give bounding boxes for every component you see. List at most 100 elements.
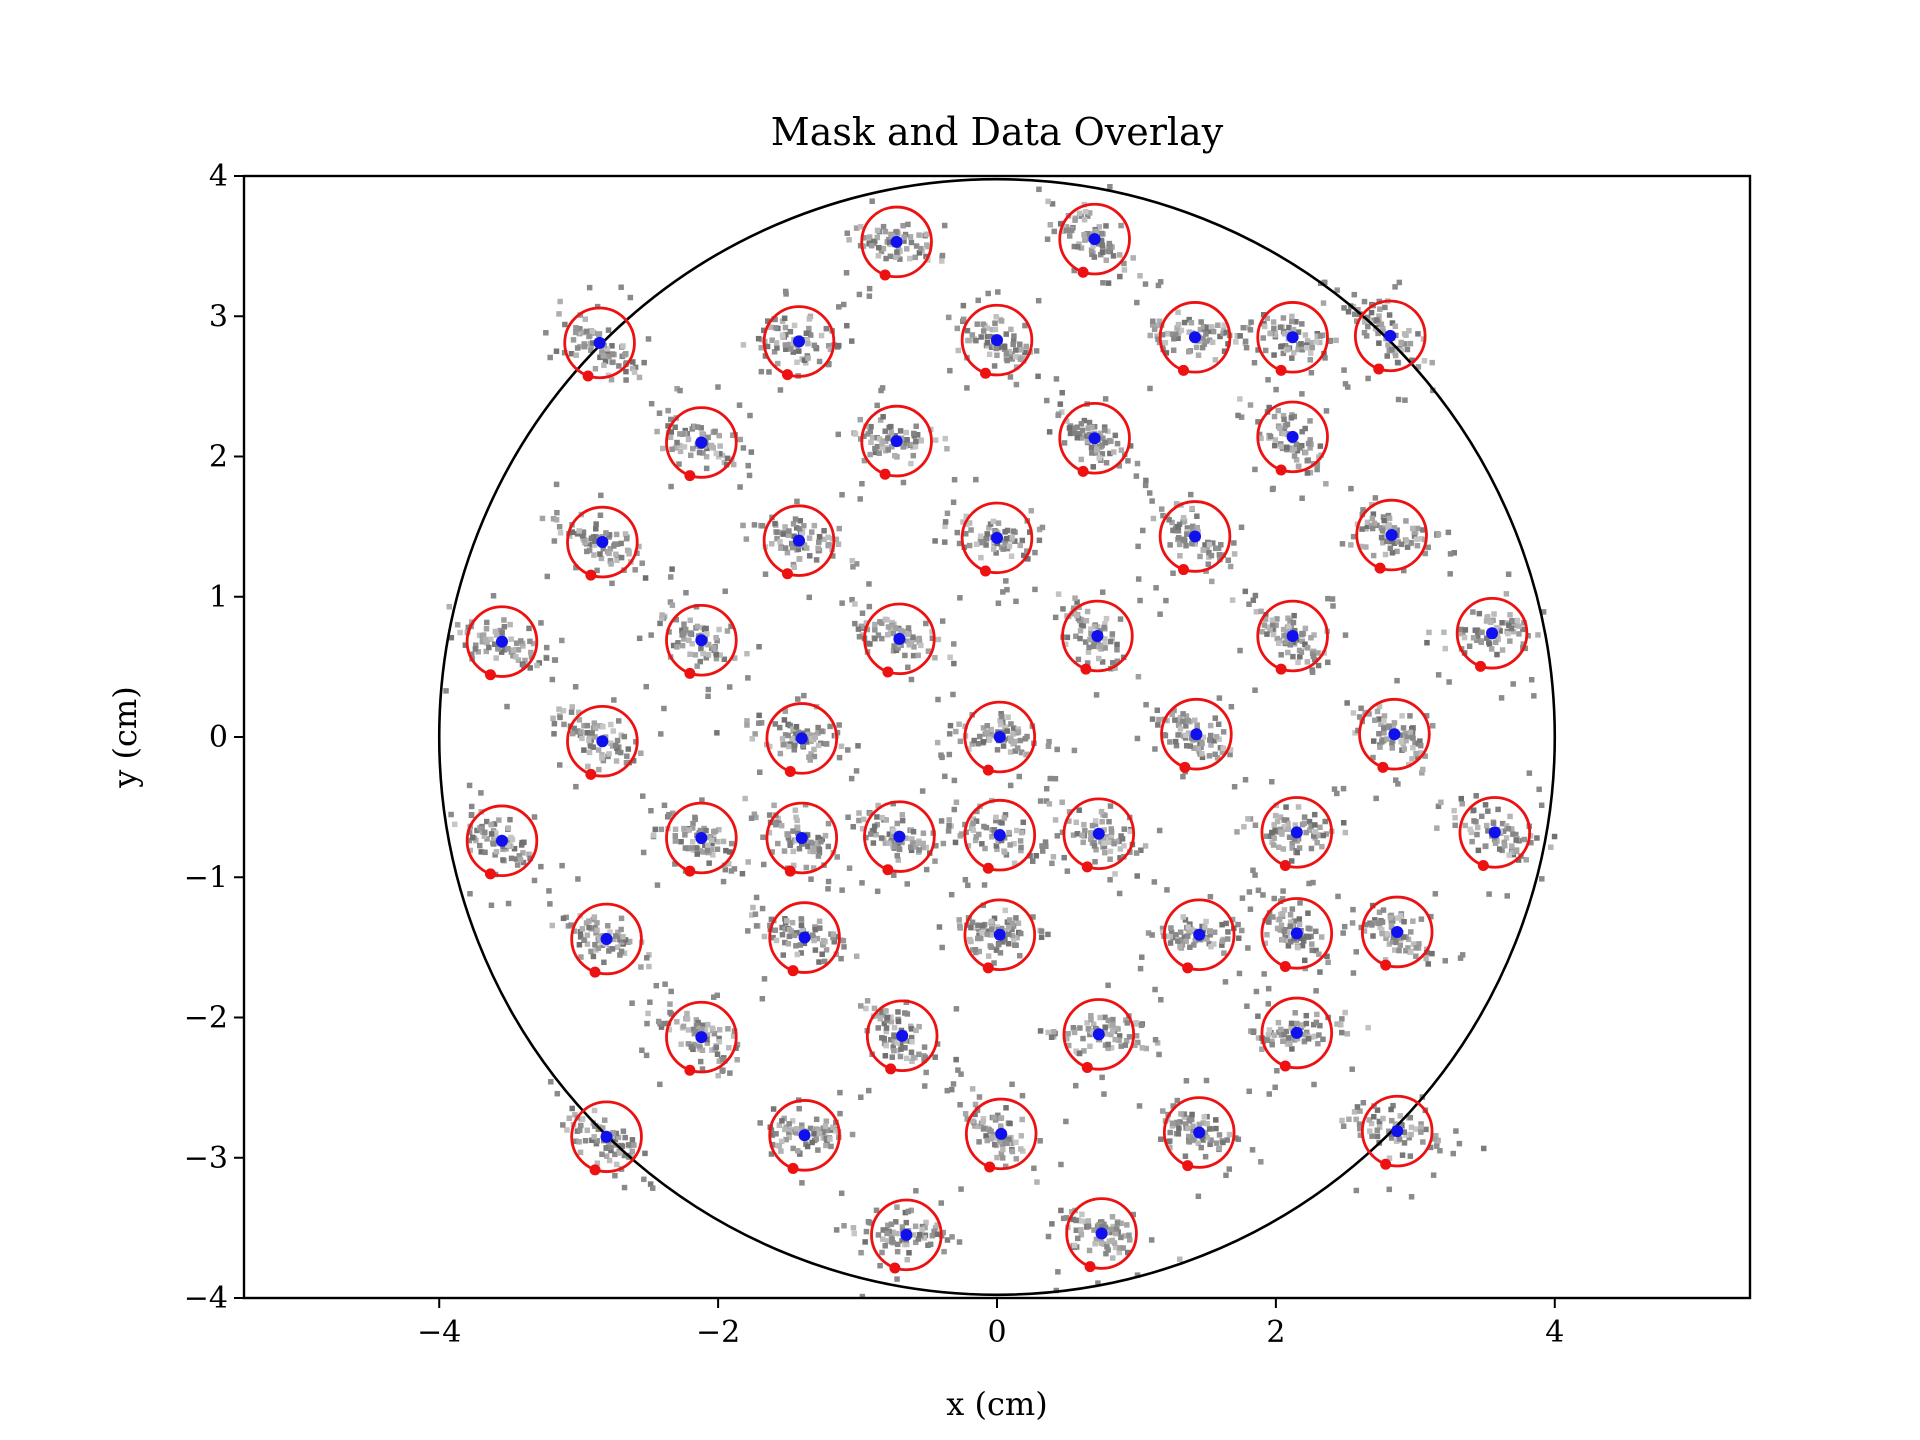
data-pixel [811, 937, 817, 944]
data-pixel [788, 1127, 795, 1133]
data-pixel [1237, 333, 1243, 339]
data-pixel [1013, 364, 1020, 370]
data-pixel [1159, 331, 1166, 338]
data-pixel [681, 636, 687, 642]
data-pixel [699, 1026, 705, 1033]
data-pixel [1374, 1133, 1381, 1140]
data-pixel [786, 1134, 793, 1141]
data-pixel [1376, 730, 1382, 737]
data-pixel [544, 573, 551, 580]
data-pixel [1157, 611, 1163, 617]
data-pixel [1187, 743, 1194, 749]
data-pixel [953, 799, 960, 805]
data-pixel [1392, 284, 1398, 290]
data-pixel [1378, 721, 1384, 728]
data-pixel [883, 1017, 890, 1024]
data-pixel [815, 1126, 821, 1133]
data-pixel [1011, 333, 1017, 339]
data-pixel [954, 325, 961, 332]
mask-ring [1158, 301, 1232, 374]
data-pixel [612, 1172, 618, 1179]
mask-ring [465, 605, 539, 678]
data-pixel [890, 648, 897, 654]
data-pixel [501, 624, 508, 630]
data-pixel [1102, 621, 1108, 627]
data-pixel [1160, 1108, 1166, 1114]
data-pixel [606, 1157, 613, 1164]
data-pixel [886, 840, 892, 847]
data-pixel [813, 345, 820, 352]
data-pixel [906, 642, 912, 648]
data-pixel [1108, 1045, 1115, 1051]
data-pixel [1176, 1125, 1182, 1132]
data-pixel [1142, 843, 1149, 849]
data-pixel [493, 832, 499, 839]
data-pixel [770, 1131, 776, 1137]
data-pixel [1213, 545, 1219, 552]
data-pixel [745, 928, 751, 934]
data-pixel [1370, 738, 1377, 744]
data-pixel [1155, 282, 1162, 289]
data-pixel [551, 538, 558, 544]
mask-ring [963, 700, 1037, 774]
data-pixel [714, 846, 721, 852]
data-pixel [863, 620, 870, 626]
data-pixel [1071, 747, 1078, 754]
data-pixel [942, 519, 949, 525]
data-pixel [908, 847, 915, 854]
data-pixel [1435, 672, 1442, 678]
data-pixel [1186, 316, 1192, 323]
data-pixel [918, 245, 924, 252]
data-pixel [1013, 598, 1019, 605]
data-pixel [1356, 1121, 1363, 1127]
data-pixel [940, 1229, 946, 1236]
data-pixel [753, 814, 759, 821]
data-pixel [920, 830, 927, 836]
data-pixel [1218, 541, 1224, 548]
data-pixel [1213, 1117, 1219, 1123]
data-pixel [623, 377, 629, 383]
data-pixel [993, 947, 1000, 953]
data-pixel [1047, 222, 1054, 228]
data-pixel [825, 886, 831, 892]
data-pixel [1359, 526, 1365, 532]
data-pixel [915, 1236, 922, 1242]
data-pixel [1118, 447, 1125, 453]
data-pixel [797, 942, 803, 948]
data-pixel [1182, 1153, 1189, 1159]
data-pixel [1334, 790, 1340, 797]
data-pixel [1408, 929, 1414, 935]
data-pixel [1499, 647, 1506, 653]
data-pixel [528, 654, 535, 660]
data-pixel [1296, 916, 1303, 922]
data-pixel [694, 663, 700, 669]
data-pixel [1051, 1029, 1057, 1035]
data-pixel [688, 1044, 695, 1050]
data-pixel [1002, 928, 1008, 934]
data-pixel [1348, 542, 1354, 548]
data-pixel [939, 258, 945, 264]
data-pixel [1064, 1035, 1070, 1042]
data-pixel [799, 1180, 805, 1186]
data-pixel [1309, 669, 1316, 675]
data-pixel [1498, 695, 1505, 701]
red-marker [1081, 861, 1093, 873]
data-pixel [588, 948, 594, 955]
data-pixel [932, 1225, 939, 1231]
data-pixel [1393, 1138, 1400, 1144]
data-pixel [1002, 1163, 1009, 1170]
data-pixel [514, 862, 521, 868]
data-pixel [1287, 618, 1293, 624]
data-pixel [1279, 911, 1286, 917]
data-pixel [923, 844, 929, 851]
data-pixel [774, 529, 780, 535]
data-pixel [1197, 553, 1203, 560]
data-pixel [668, 416, 674, 423]
data-pixel [1269, 829, 1275, 836]
data-pixel [1185, 717, 1191, 724]
data-pixel [1383, 930, 1390, 937]
data-pixel [629, 1148, 635, 1155]
data-pixel [1246, 601, 1252, 607]
data-pixel [1199, 750, 1205, 757]
